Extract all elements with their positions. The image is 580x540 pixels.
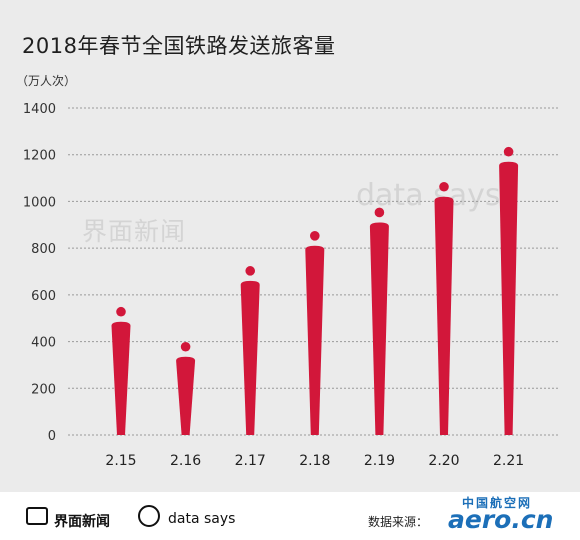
y-tick-label: 400 (31, 336, 56, 351)
bar (369, 222, 389, 435)
chart-title: 2018年春节全国铁路发送旅客量 (22, 34, 336, 58)
bar (176, 356, 196, 435)
y-tick-label: 1400 (23, 102, 56, 117)
jiemian-watermark: 界面新闻 (82, 212, 186, 248)
datasays-logo-icon (138, 505, 160, 527)
x-tick-label: 2.19 (364, 453, 395, 469)
y-tick-label: 200 (31, 382, 56, 397)
x-axis-ticks: 2.15 2.16 2.17 2.18 2.19 2.20 2.21 (105, 453, 524, 469)
x-tick-label: 2.20 (428, 453, 459, 469)
y-axis-unit-label: （万人次） (16, 74, 77, 88)
bar-cap-dot (439, 181, 449, 192)
bar-cap-dot (503, 146, 514, 157)
bar (305, 245, 325, 435)
bar (111, 321, 131, 435)
y-tick-label: 1000 (23, 195, 56, 210)
x-tick-label: 2.21 (493, 453, 524, 469)
bars (111, 161, 519, 435)
jiemian-logo-text: 界面新闻 (54, 514, 110, 530)
brand-logo: aero.cn (448, 505, 554, 534)
bar (434, 196, 454, 435)
watermark-text-jiemian: 界面新闻 (82, 217, 187, 246)
y-tick-label: 1200 (23, 149, 56, 164)
x-tick-label: 2.18 (299, 453, 330, 469)
datasays-logo-text: data says (168, 511, 236, 527)
bar-cap-dot (374, 207, 385, 218)
y-tick-label: 600 (31, 289, 56, 304)
x-tick-label: 2.15 (105, 453, 136, 469)
bar-cap-dot (245, 266, 255, 276)
footer-bar: 界面新闻 data says 数据来源： 中国航空网 aero.cn (0, 492, 580, 540)
bar-caps (116, 146, 514, 352)
datasays-watermark: data says (356, 178, 501, 213)
y-tick-label: 800 (31, 242, 56, 257)
bar-cap-dot (116, 306, 126, 317)
bar (240, 280, 260, 435)
bar-cap-dot (310, 231, 320, 241)
brand-chinese-name: 中国航空网 (462, 496, 533, 510)
x-tick-label: 2.17 (235, 453, 266, 469)
watermark-text-datasays: data says (356, 178, 501, 213)
data-source-label: 数据来源： (368, 515, 429, 529)
bar (499, 161, 519, 435)
y-tick-label: 0 (48, 429, 56, 444)
bar-cap-dot (180, 341, 191, 352)
y-axis-ticks: 0 200 400 600 800 1000 1200 1400 (23, 102, 56, 444)
jiemian-logo-icon (26, 507, 48, 525)
x-tick-label: 2.16 (170, 453, 201, 469)
